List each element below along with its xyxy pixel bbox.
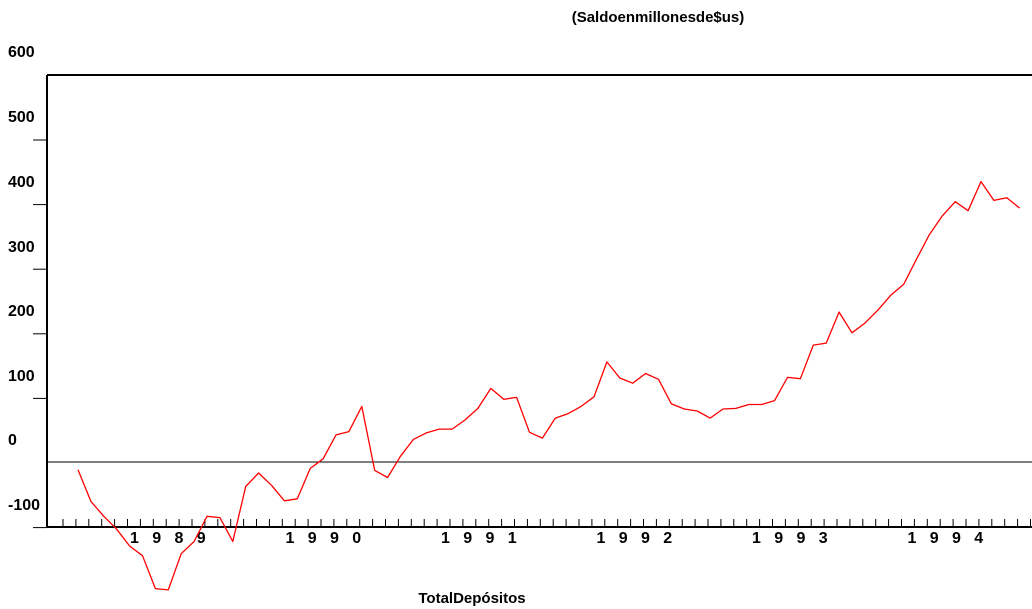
chart-subtitle: (Saldoenmillonesde$us)	[572, 9, 745, 26]
y-tick-label: 200	[8, 303, 35, 320]
x-year-label: 1 9 8 9	[130, 530, 206, 547]
x-axis-ticks	[62, 519, 1031, 527]
x-axis-title: TotalDepósitos	[418, 590, 525, 607]
y-axis-tick-labels: 600 500 400 300 200 100 0 -100	[8, 44, 40, 514]
series-group	[77, 180, 1021, 591]
x-year-label: 1 9 9 2	[597, 530, 673, 547]
series-line-total-depositos	[77, 180, 1021, 591]
y-tick-label: 600	[8, 44, 35, 61]
y-axis-ticks	[33, 139, 47, 529]
x-year-label: 1 9 9 3	[752, 530, 828, 547]
y-tick-label: 100	[8, 368, 35, 385]
plot-frame	[46, 74, 1032, 528]
x-year-label: 1 9 9 1	[441, 530, 517, 547]
x-axis-year-labels: 1 9 8 9 1 9 9 0 1 9 9 1 1 9 9 2 1 9 9 3 1 9 9…	[130, 530, 983, 547]
y-tick-label: 300	[8, 239, 35, 256]
x-year-label: 1 9 9 4	[908, 530, 984, 547]
y-tick-label: -100	[8, 497, 40, 514]
y-tick-label: 400	[8, 174, 35, 191]
y-tick-label: 500	[8, 109, 35, 126]
x-year-label: 1 9 9 0	[286, 530, 362, 547]
y-tick-label: 0	[8, 432, 17, 449]
